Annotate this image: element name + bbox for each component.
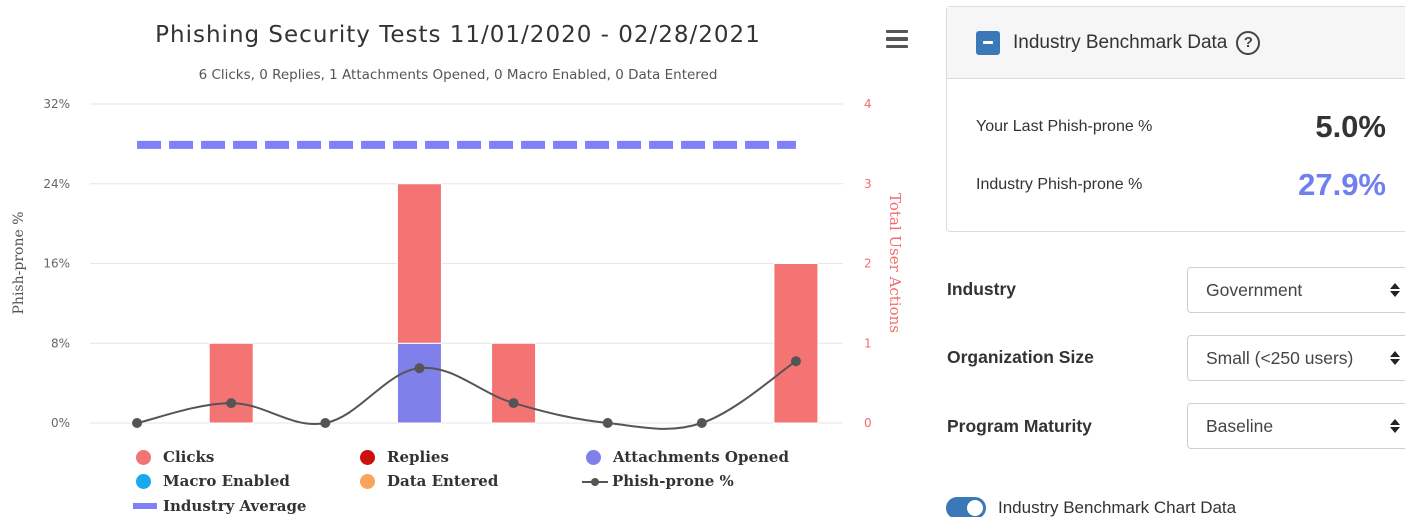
phish-prone-point: [508, 398, 519, 409]
phishing-chart: Phishing Security Tests 11/01/2020 - 02/…: [11, 22, 914, 516]
program-maturity-label: Program Maturity: [947, 416, 1092, 436]
legend-item-macro-enabled[interactable]: Macro Enabled: [130, 472, 290, 490]
hamburger-icon-line: [886, 44, 908, 49]
phish-prone-point: [790, 356, 801, 367]
hamburger-icon: [886, 29, 908, 34]
program-maturity-select-value: Baseline: [1206, 415, 1274, 436]
y-right-tick-label: 4: [864, 97, 872, 111]
toggle-label: Industry Benchmark Chart Data: [998, 498, 1237, 517]
organization-size-label: Organization Size: [947, 347, 1094, 367]
y-axis-right-title: Total User Actions: [886, 193, 904, 333]
chart-title: Phishing Security Tests 11/01/2020 - 02/…: [155, 22, 761, 48]
y-tick-label: 32%: [43, 97, 70, 111]
chart-menu-button[interactable]: [880, 26, 914, 52]
bar-clicks: [208, 342, 254, 424]
program-maturity-select[interactable]: Baseline: [1187, 403, 1405, 449]
legend-item-data-entered[interactable]: Data Entered: [354, 472, 498, 490]
chart-canvas: Phishing Security Tests 11/01/2020 - 02/…: [11, 22, 904, 430]
benchmark-chart-toggle-row: Industry Benchmark Chart Data: [946, 496, 1236, 517]
help-icon[interactable]: ?: [1236, 30, 1261, 55]
industry-select-value: Government: [1206, 279, 1303, 300]
bar-clicks: [491, 342, 537, 424]
y-tick-label: 8%: [51, 336, 70, 350]
legend-item-attachments-opened[interactable]: Attachments Opened: [580, 448, 789, 466]
legend-label: Macro Enabled: [163, 472, 290, 490]
stat-label: Industry Phish-prone %: [976, 176, 1143, 193]
select-arrows-icon: [1390, 417, 1400, 435]
bar-clicks: [396, 183, 442, 344]
legend-label: Attachments Opened: [613, 448, 789, 466]
y-right-tick-label: 2: [864, 257, 872, 271]
collapse-button[interactable]: [976, 30, 1000, 55]
phish-prone-point: [414, 363, 425, 374]
phish-prone-line: [136, 360, 797, 430]
hamburger-icon-line: [886, 37, 908, 41]
chart-legend: Clicks Replies Attachments Opened Macro …: [130, 448, 830, 516]
organization-size-select[interactable]: Small (<250 users): [1187, 335, 1405, 381]
phish-prone-point: [320, 418, 331, 428]
legend-label: Replies: [387, 448, 449, 466]
y-tick-label: 24%: [43, 177, 70, 191]
benchmark-chart-toggle[interactable]: [946, 497, 986, 517]
legend-line-icon: [582, 474, 608, 489]
stat-industry-phish-prone: Industry Phish-prone % 27.9%: [976, 165, 1386, 205]
industry-label: Industry: [947, 279, 1017, 299]
legend-marker-icon: [360, 449, 375, 465]
phish-prone-point: [696, 418, 707, 428]
legend-item-phish-prone[interactable]: Phish-prone %: [582, 472, 734, 490]
organization-size-select-value: Small (<250 users): [1206, 347, 1354, 368]
industry-select[interactable]: Government: [1187, 267, 1405, 313]
bar-clicks: [773, 263, 819, 424]
legend-item-industry-average[interactable]: Industry Average: [130, 497, 306, 515]
industry-benchmark-panel: Industry Benchmark Data ? Your Last Phis…: [946, 6, 1405, 232]
legend-label: Industry Average: [163, 497, 307, 515]
legend-label: Phish-prone %: [612, 472, 734, 490]
stat-value: 27.9%: [1298, 167, 1386, 202]
legend-item-replies[interactable]: Replies: [354, 448, 449, 466]
phish-prone-point: [602, 418, 613, 428]
phish-prone-point: [226, 398, 237, 409]
phish-prone-point: [132, 418, 143, 428]
legend-label: Clicks: [163, 448, 215, 466]
y-axis-title: Phish-prone %: [11, 212, 27, 315]
stat-label: Your Last Phish-prone %: [976, 118, 1153, 135]
minus-icon: [983, 41, 993, 44]
panel-title: Industry Benchmark Data: [1013, 31, 1228, 53]
bar-attachments-opened: [396, 342, 442, 424]
y-tick-label: 0%: [51, 416, 70, 430]
y-right-tick-label: 3: [864, 177, 872, 191]
y-right-tick-label: 0: [864, 416, 872, 430]
stat-your-phish-prone: Your Last Phish-prone % 5.0%: [976, 107, 1386, 147]
legend-marker-icon: [136, 449, 151, 465]
select-arrows-icon: [1390, 281, 1400, 299]
legend-label: Data Entered: [387, 472, 499, 490]
legend-marker-icon: [136, 473, 151, 489]
legend-marker-icon: [586, 449, 601, 465]
legend-item-clicks[interactable]: Clicks: [130, 448, 214, 466]
chart-subtitle: 6 Clicks, 0 Replies, 1 Attachments Opene…: [199, 67, 718, 83]
panel-header: Industry Benchmark Data ?: [947, 7, 1405, 79]
select-arrows-icon: [1390, 349, 1400, 367]
legend-marker-icon: [360, 473, 375, 489]
stat-value: 5.0%: [1315, 109, 1386, 144]
legend-dash-icon: [133, 503, 157, 509]
y-tick-label: 16%: [43, 257, 70, 271]
y-right-tick-label: 1: [864, 336, 872, 350]
toggle-knob: [967, 500, 983, 516]
